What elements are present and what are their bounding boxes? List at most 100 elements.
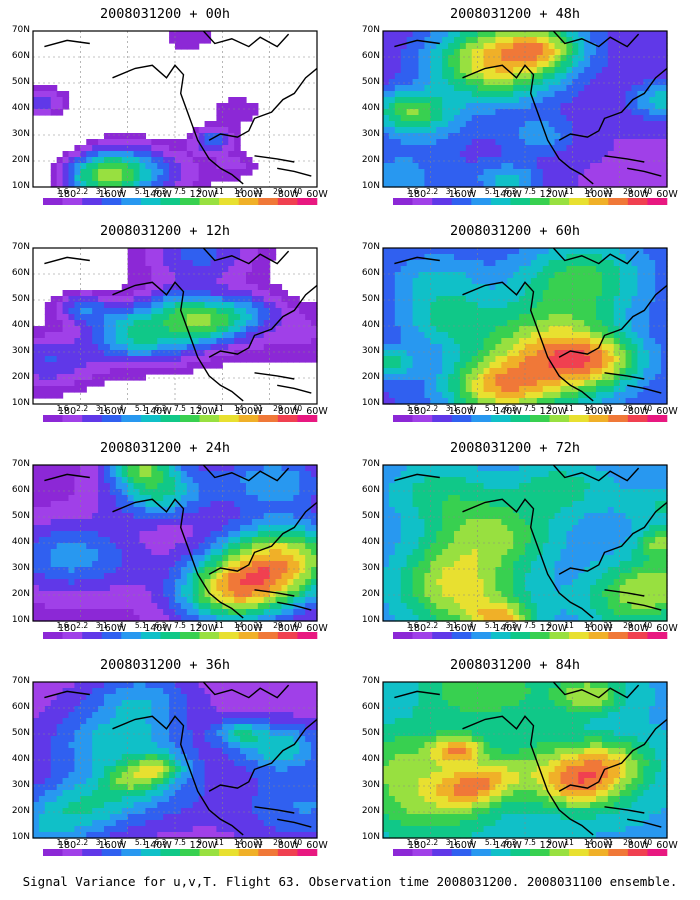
field-cell — [74, 724, 81, 731]
field-cell — [121, 796, 129, 803]
field-cell — [175, 826, 182, 833]
field-cell — [293, 706, 300, 713]
field-cell — [525, 109, 532, 116]
colorbar-label: 1.6 — [56, 621, 69, 630]
field-cell — [145, 808, 152, 815]
x-tick-label: 100W — [235, 406, 263, 417]
field-cell — [489, 109, 497, 116]
field-cell — [109, 302, 117, 309]
field-cell — [198, 591, 206, 598]
field-cell — [92, 615, 99, 622]
field-cell — [104, 796, 111, 803]
field-cell — [436, 163, 443, 170]
field-cell — [572, 103, 579, 110]
field-cell — [293, 615, 300, 622]
field-cell — [151, 826, 158, 833]
field-cell — [163, 513, 170, 520]
field-cell — [44, 615, 52, 622]
field-cell — [133, 181, 141, 188]
field-cell — [98, 344, 105, 351]
x-tick-label: 140W — [144, 840, 172, 851]
map-panel: 2008031200 + 36h 70N 60N 50N 40N 30N 20N 10N 180… — [0, 651, 330, 866]
field-cell — [50, 790, 58, 797]
field-cell — [169, 603, 176, 610]
field-cell — [513, 37, 520, 44]
field-cell — [655, 79, 662, 86]
field-cell — [625, 49, 633, 56]
field-cell — [394, 37, 402, 44]
field-cell — [92, 501, 99, 508]
field-cell — [50, 344, 58, 351]
field-cell — [92, 525, 99, 532]
field-cell — [151, 694, 158, 701]
field-cell — [394, 67, 402, 74]
field-cell — [281, 350, 289, 357]
field-cell — [281, 290, 289, 297]
colorbar-swatch — [180, 198, 200, 205]
field-cell — [139, 754, 147, 761]
field-cell — [115, 814, 123, 821]
field-cell — [169, 519, 176, 526]
field-cell — [56, 392, 64, 399]
field-cell — [139, 796, 147, 803]
field-cell — [240, 537, 247, 544]
field-cell — [109, 796, 117, 803]
field-cell — [454, 61, 461, 68]
field-cell — [204, 31, 212, 38]
field-cell — [204, 157, 212, 164]
field-cell — [33, 808, 40, 815]
field-cell — [554, 91, 562, 98]
field-cell — [145, 724, 152, 731]
field-cell — [228, 175, 235, 182]
field-cell — [163, 567, 170, 574]
field-cell — [637, 103, 644, 110]
field-cell — [115, 537, 123, 544]
field-cell — [86, 356, 93, 363]
field-cell — [275, 760, 283, 767]
field-cell — [228, 248, 235, 255]
field-cell — [525, 115, 532, 122]
field-cell — [44, 597, 52, 604]
field-cell — [210, 579, 218, 586]
field-cell — [519, 49, 526, 56]
field-cell — [192, 338, 200, 345]
field-cell — [139, 465, 147, 472]
field-cell — [263, 483, 271, 490]
field-cell — [44, 555, 52, 562]
field-cell — [572, 133, 579, 140]
field-cell — [519, 133, 526, 140]
field-cell — [424, 145, 431, 152]
field-cell — [596, 157, 603, 164]
field-cell — [275, 796, 283, 803]
field-cell — [257, 320, 265, 327]
field-cell — [109, 531, 117, 538]
field-cell — [92, 573, 99, 580]
field-cell — [222, 682, 229, 689]
field-cell — [263, 784, 271, 791]
field-cell — [121, 507, 129, 514]
field-cell — [530, 55, 538, 62]
field-cell — [465, 37, 473, 44]
field-cell — [513, 139, 520, 146]
field-cell — [80, 519, 87, 526]
field-cell — [293, 543, 300, 550]
field-cell — [33, 555, 40, 562]
field-cell — [68, 772, 76, 779]
field-cell — [127, 302, 135, 309]
field-cell — [637, 43, 644, 50]
field-cell — [151, 579, 158, 586]
field-cell — [257, 778, 265, 785]
field-cell — [33, 718, 40, 725]
field-cell — [649, 37, 656, 44]
field-cell — [56, 338, 64, 345]
field-cell — [251, 796, 259, 803]
field-cell — [151, 748, 158, 755]
field-cell — [442, 91, 449, 98]
field-cell — [246, 169, 253, 176]
field-cell — [489, 49, 497, 56]
y-tick-label: 70N — [11, 242, 30, 252]
field-cell — [98, 603, 105, 610]
field-cell — [151, 682, 158, 689]
field-cell — [222, 549, 229, 556]
field-cell — [180, 260, 188, 267]
